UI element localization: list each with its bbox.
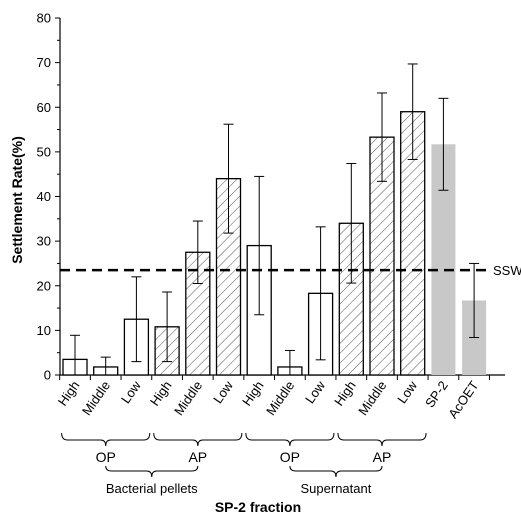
category-label: Low — [302, 378, 328, 407]
group-bracket — [337, 432, 427, 447]
category-label: High — [331, 378, 359, 409]
y-tick-label: 50 — [37, 144, 51, 159]
y-tick-label: 60 — [37, 100, 51, 115]
supergroup-label: Bacterial pellets — [106, 481, 198, 496]
category-label: Middle — [263, 378, 297, 418]
y-tick-label: 80 — [37, 11, 51, 26]
category-label: Low — [118, 378, 144, 407]
supergroup-label: Supernatant — [301, 481, 372, 496]
category-label: AcOET — [445, 378, 481, 421]
group-label: OP — [280, 449, 300, 465]
group-label: OP — [96, 449, 116, 465]
category-label: Low — [394, 378, 420, 407]
category-label: Low — [210, 378, 236, 407]
category-label: Middle — [171, 378, 205, 418]
category-label: High — [55, 378, 83, 409]
supergroup-bracket — [289, 465, 383, 478]
y-tick-label: 70 — [37, 55, 51, 70]
group-bracket — [153, 432, 243, 447]
category-label: Middle — [355, 378, 389, 418]
y-tick-label: 40 — [37, 189, 51, 204]
y-tick-label: 20 — [37, 278, 51, 293]
category-label: Middle — [79, 378, 113, 418]
y-tick-label: 30 — [37, 234, 51, 249]
category-label: High — [239, 378, 267, 409]
supergroup-bracket — [105, 465, 199, 478]
category-label: High — [147, 378, 175, 409]
group-label: AP — [373, 449, 392, 465]
reference-line-label: SSW — [493, 263, 521, 278]
y-tick-label: 0 — [44, 368, 51, 383]
x-axis-title: SP-2 fraction — [215, 499, 301, 515]
y-axis-title: Settlement Rate(%) — [9, 136, 25, 264]
group-label: AP — [188, 449, 207, 465]
group-bracket — [245, 432, 335, 447]
group-bracket — [61, 432, 151, 447]
y-tick-label: 10 — [37, 323, 51, 338]
category-label: SP-2 — [422, 378, 451, 410]
